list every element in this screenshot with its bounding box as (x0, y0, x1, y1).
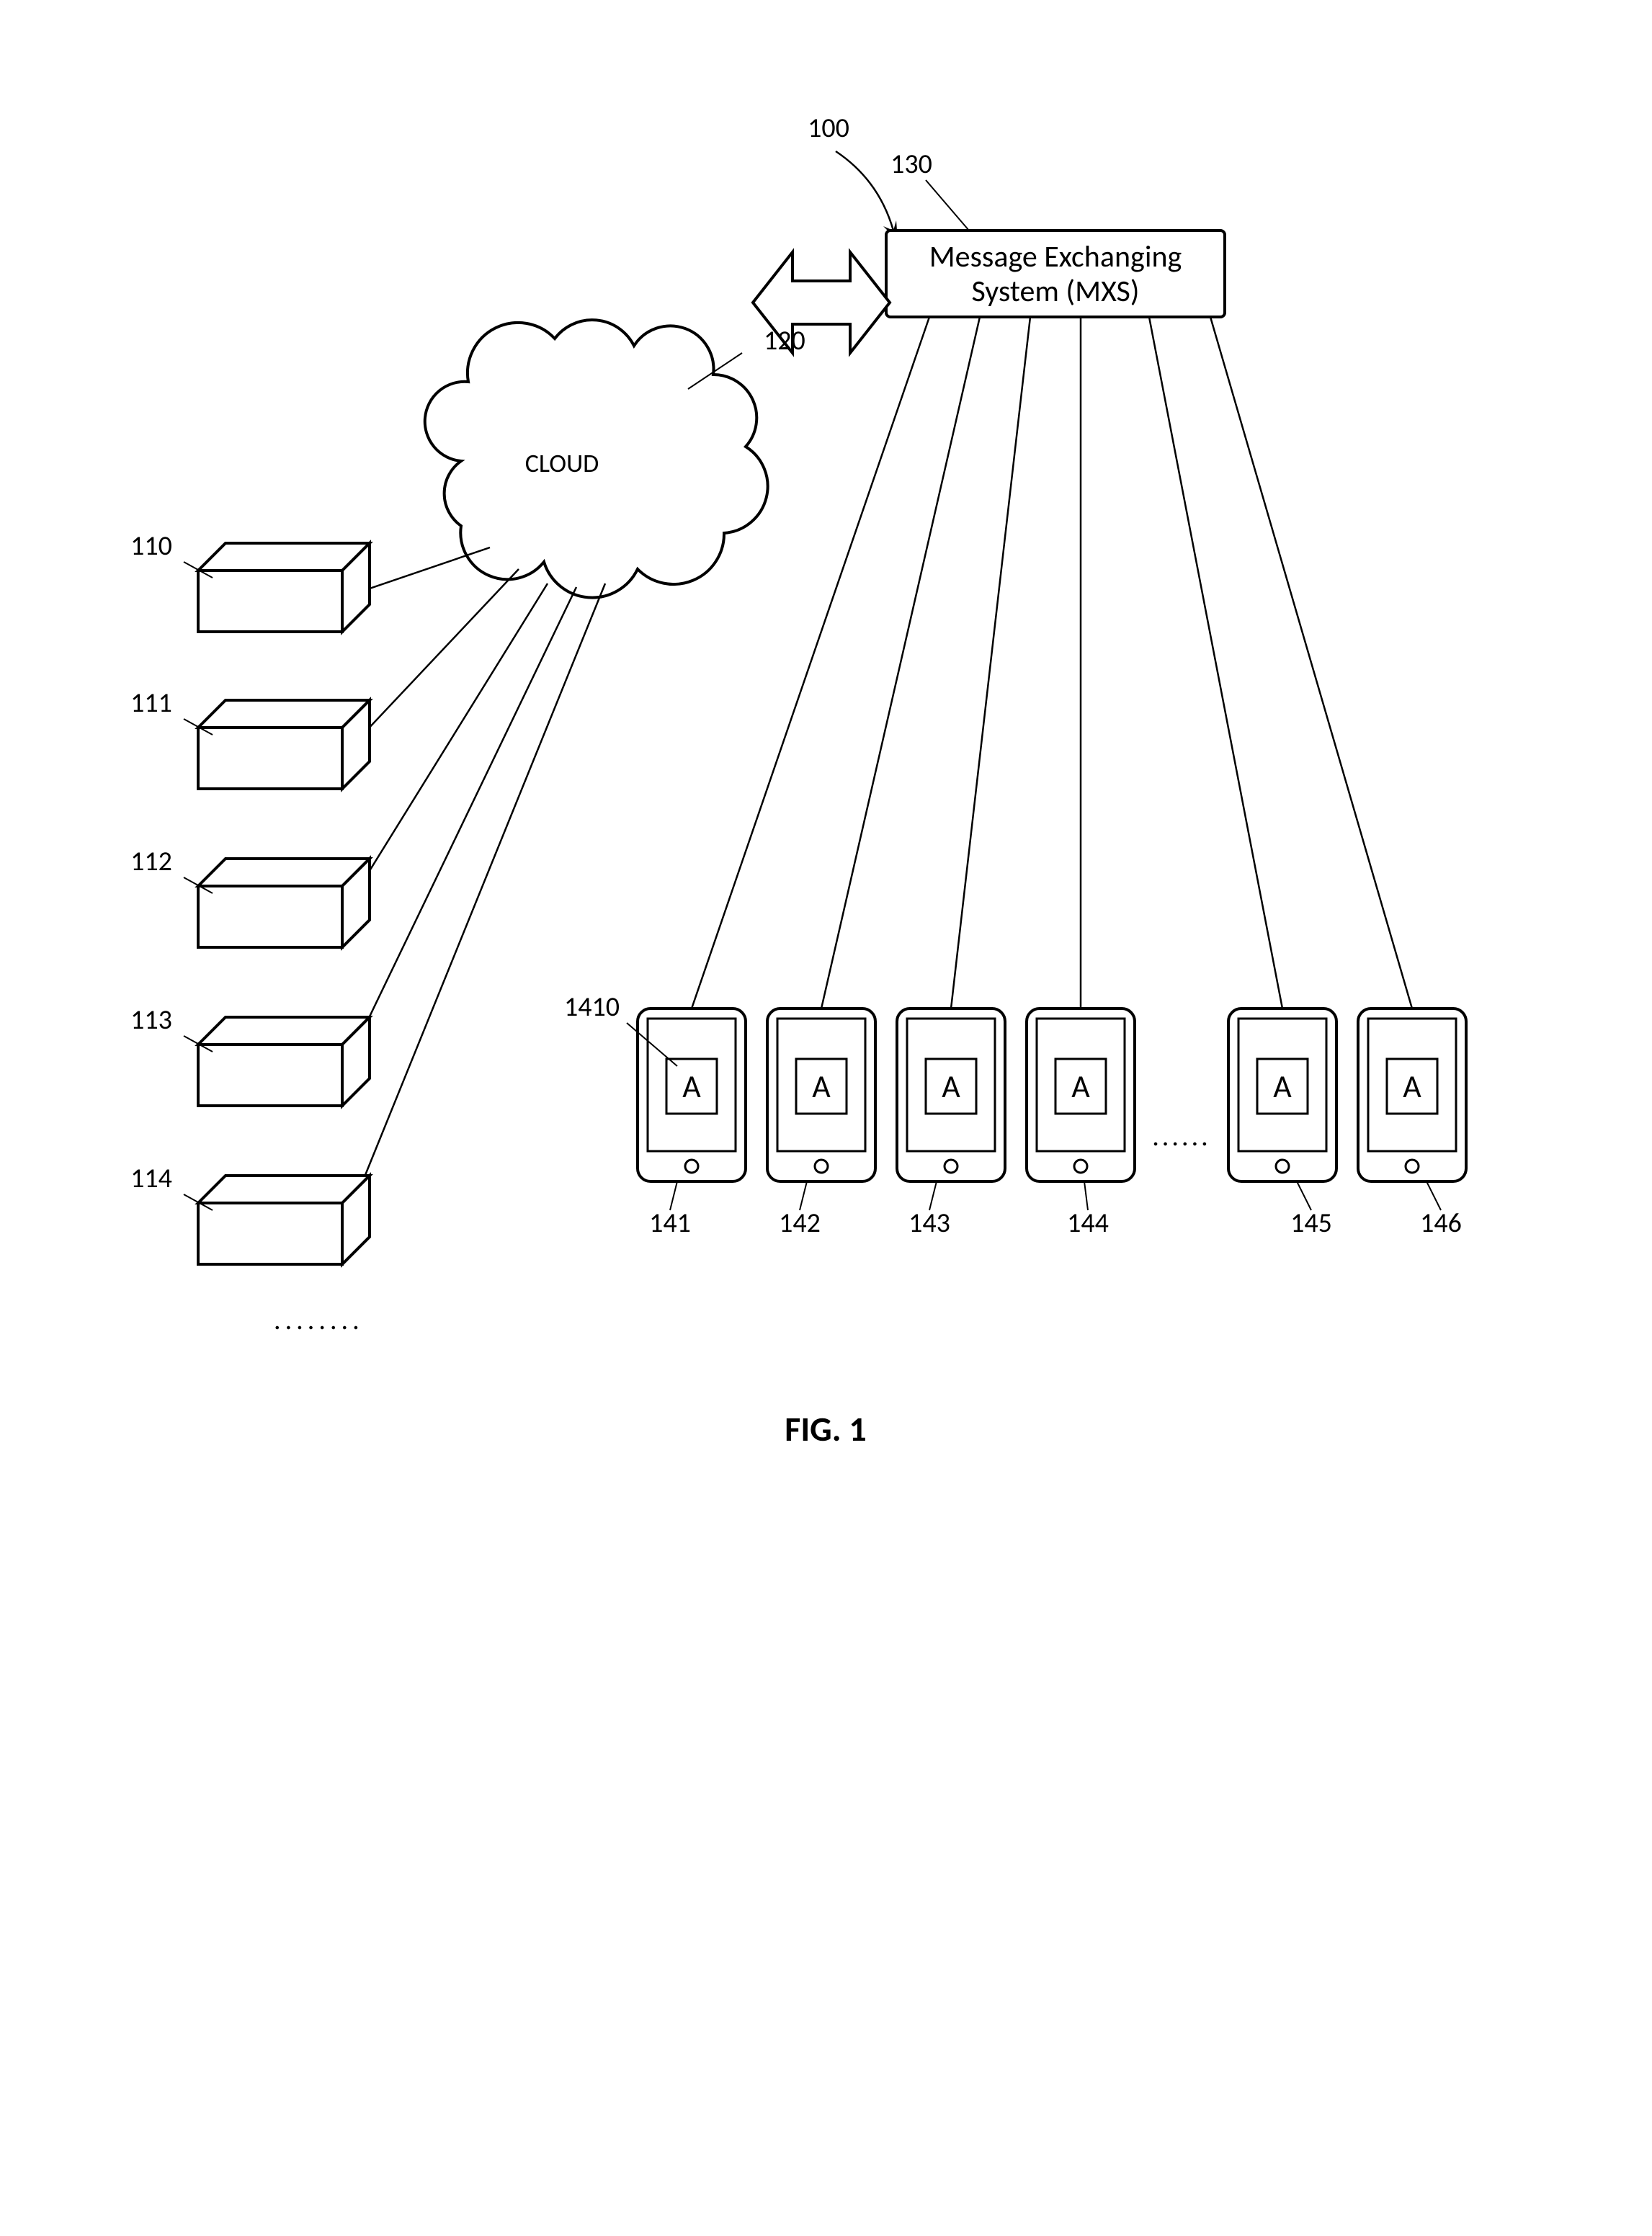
figure-reference-100: 100 (808, 112, 898, 241)
cloud-server-links (342, 547, 605, 1232)
figure-caption: FIG. 1 (785, 1408, 866, 1450)
app-ref-label: 1410 (564, 990, 620, 1024)
phone-app-letter-5: A (1403, 1067, 1421, 1106)
ref-100-label: 100 (808, 112, 849, 145)
phone-app-letter-3: A (1071, 1067, 1090, 1106)
phone-home-button-0 (685, 1160, 698, 1173)
ref-100-leader (836, 151, 893, 231)
server-3: 113 (130, 1003, 370, 1106)
server-ref-0: 110 (130, 529, 172, 563)
phone-ref-0: 141 (649, 1207, 691, 1240)
phone-ref-3: 144 (1067, 1207, 1109, 1240)
mxs-leader (926, 180, 969, 231)
link-mxs-phone-2 (951, 317, 1030, 1009)
link-mxs-phone-1 (821, 317, 980, 1009)
phone-app-letter-4: A (1273, 1067, 1292, 1106)
mxs-line1: Message Exchanging (929, 238, 1182, 275)
phone-ref-1: 142 (779, 1207, 821, 1240)
mxs-phone-links (692, 317, 1412, 1009)
mxs-line2: System (MXS) (972, 273, 1140, 310)
cloud-group: CLOUD 120 (425, 320, 805, 597)
phone-app-letter-2: A (942, 1067, 960, 1106)
server-1: 111 (130, 687, 370, 789)
cloud-ref: 120 (764, 324, 805, 357)
server-0: 110 (130, 529, 370, 632)
phone-0: A 141 (638, 1009, 746, 1240)
phone-5: A 146 (1358, 1009, 1466, 1240)
phone-home-button-3 (1074, 1160, 1087, 1173)
mxs-box-group: Message Exchanging System (MXS) 130 (886, 148, 1225, 317)
phone-1: A 142 (767, 1009, 875, 1240)
phone-home-button-1 (815, 1160, 828, 1173)
link-cloud-server-3 (342, 587, 576, 1073)
phone-ref-5: 146 (1420, 1207, 1462, 1240)
figure-1-diagram: 100 Message Exchanging System (MXS) 130 … (0, 0, 1652, 2236)
phone-app-letter-0: A (682, 1067, 701, 1106)
phone-home-button-2 (945, 1160, 957, 1173)
mxs-ref: 130 (890, 148, 932, 181)
phones-ellipsis: ...... (1152, 1120, 1211, 1153)
link-cloud-server-4 (342, 583, 605, 1232)
phone-3: A 144 (1027, 1009, 1135, 1240)
server-4: 114 (130, 1162, 370, 1264)
server-ref-1: 111 (130, 687, 172, 720)
phone-app-letter-1: A (812, 1067, 831, 1106)
server-ref-4: 114 (130, 1162, 172, 1195)
phone-ref-4: 145 (1290, 1207, 1332, 1240)
phone-2: A 143 (897, 1009, 1005, 1240)
server-ref-2: 112 (130, 845, 172, 878)
server-ref-3: 113 (130, 1003, 172, 1037)
link-cloud-server-2 (342, 583, 548, 915)
phone-ref-2: 143 (908, 1207, 950, 1240)
link-mxs-phone-4 (1149, 317, 1282, 1009)
phone-4: A 145 (1228, 1009, 1336, 1240)
phone-home-button-5 (1406, 1160, 1419, 1173)
server-2: 112 (130, 845, 370, 947)
phones: A 141 A 142 A 143 A 144 A 145 A 146 (638, 1009, 1466, 1240)
servers-ellipsis: ........ (274, 1304, 364, 1337)
link-mxs-phone-5 (1210, 317, 1412, 1009)
phone-home-button-4 (1276, 1160, 1289, 1173)
servers: 110 111 112 113 114 (130, 529, 370, 1264)
cloud-label: CLOUD (525, 447, 599, 479)
